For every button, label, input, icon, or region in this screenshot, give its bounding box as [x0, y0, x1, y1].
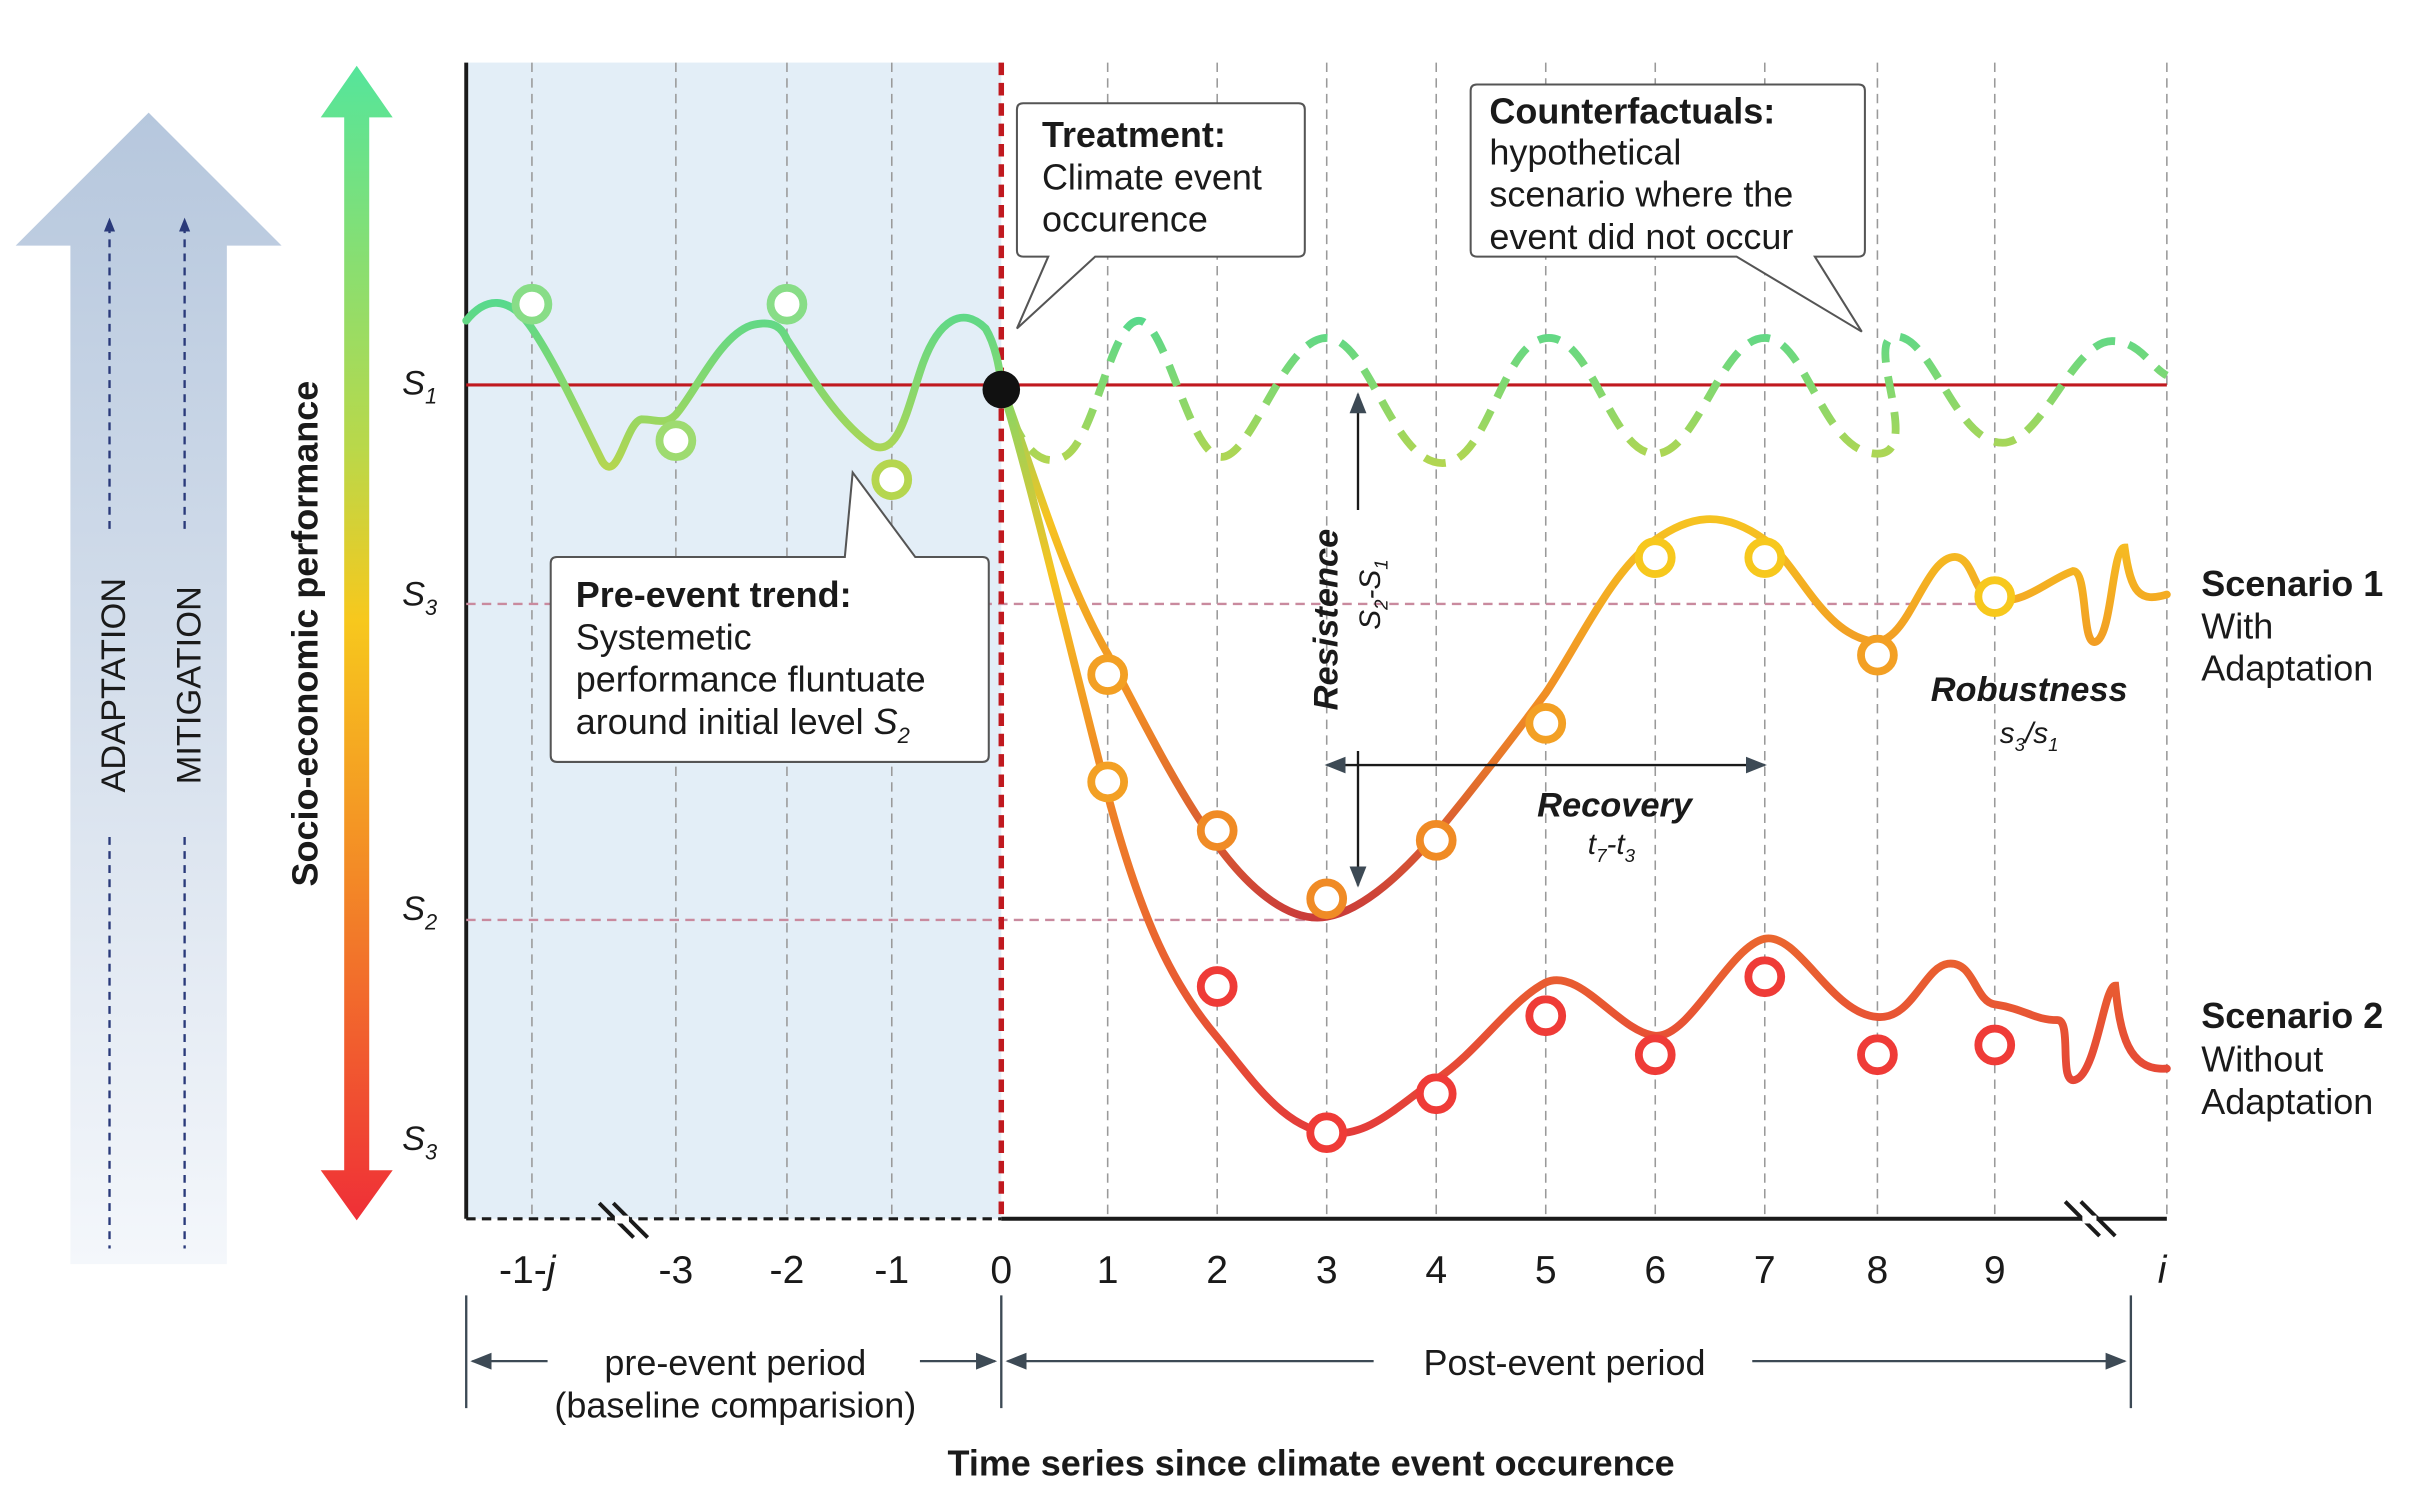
- robustness-label: Robustness: [1931, 671, 2128, 709]
- axis-break-left: [597, 1201, 650, 1239]
- s1-marker: [1974, 576, 2016, 617]
- x-tick-label: 9: [1984, 1249, 2006, 1292]
- scenario1-title: Scenario 1: [2201, 563, 2383, 604]
- performance-gradient-arrow: [320, 65, 393, 1221]
- pre-marker: [511, 283, 553, 325]
- pre-event-line2: performance fluntuate: [576, 659, 926, 700]
- recovery-label: Recovery: [1537, 787, 1694, 825]
- pre-event-callout: Pre-event trend: Systemetic performance …: [549, 469, 990, 763]
- level-label-top: S1: [402, 364, 437, 408]
- s2-marker: [1525, 995, 1567, 1037]
- pre-marker: [766, 283, 808, 325]
- x-tick-label: -2: [770, 1249, 805, 1292]
- counterfactuals-line3: event did not occur: [1489, 216, 1793, 257]
- x-axis-title: Time series since climate event occurenc…: [948, 1442, 1675, 1483]
- pre-marker: [655, 420, 697, 462]
- x-tick-label: 6: [1644, 1249, 1666, 1292]
- counterfactual-curve: [997, 316, 2169, 468]
- scenario1-line2: Adaptation: [2201, 648, 2373, 689]
- level-label-bottom: S3: [402, 1120, 437, 1164]
- recovery-annotation: Recovery t7-t3: [1324, 756, 1767, 866]
- x-tick-label: -3: [658, 1249, 693, 1292]
- x-tick-label: 2: [1206, 1249, 1228, 1292]
- x-tick-label: 1: [1097, 1249, 1119, 1292]
- pre-event-line3: around initial level S2: [576, 701, 910, 748]
- mitigation-label: MITIGATION: [170, 586, 208, 784]
- resistance-annotation: Resistence S2-S1: [1308, 392, 1392, 888]
- counterfactuals-callout: Counterfactuals: hypothetical scenario w…: [1469, 83, 1866, 333]
- x-tick-label: -1: [874, 1249, 909, 1292]
- s1-marker: [1857, 634, 1898, 676]
- s2-marker: [1196, 966, 1238, 1007]
- scenario2-label: Scenario 2 Without Adaptation: [2201, 995, 2383, 1122]
- scenario1-curve: [997, 380, 2171, 922]
- s1-marker: [1634, 537, 1676, 578]
- pre-period-label: pre-event period: [604, 1342, 866, 1383]
- s1-marker: [1525, 703, 1567, 744]
- event-point: [982, 370, 1021, 409]
- treatment-title: Treatment:: [1042, 114, 1226, 155]
- adaptation-mitigation-arrow: ADAPTATION MITIGATION: [15, 112, 282, 1265]
- scenario2-line1: Without: [2201, 1039, 2323, 1080]
- level-label-lower: S2: [402, 890, 437, 934]
- x-tick-label: 4: [1425, 1249, 1447, 1292]
- robustness-formula: s3/s1: [2000, 717, 2059, 755]
- level-label-upper: S3: [402, 575, 437, 619]
- axis-break-right: [2063, 1200, 2117, 1238]
- s2-marker: [1415, 1073, 1457, 1115]
- counterfactuals-line1: hypothetical: [1489, 131, 1681, 172]
- scenario2-curve: [997, 380, 2171, 1138]
- x-tick-label: 7: [1754, 1249, 1776, 1292]
- s1-marker: [1306, 878, 1348, 920]
- post-period-label: Post-event period: [1424, 1342, 1706, 1383]
- x-tick-labels: -1-j -3 -2 -1 0 1 2 3 4 5 6 7 8 9 i: [499, 1249, 2168, 1292]
- s2-marker: [1306, 1112, 1348, 1154]
- resistance-formula: S2-S1: [1354, 559, 1392, 629]
- pre-event-title: Pre-event trend:: [576, 574, 852, 615]
- s2-marker: [1087, 761, 1129, 803]
- s2-marker: [1634, 1034, 1676, 1076]
- treatment-line1: Climate event: [1042, 156, 1262, 197]
- x-tick-label: -1-j: [499, 1249, 557, 1292]
- pre-event-curve: [462, 299, 1006, 471]
- scenario1-label: Scenario 1 With Adaptation: [2201, 563, 2383, 688]
- resistance-label: Resistence: [1308, 529, 1346, 711]
- s1-marker: [1087, 654, 1129, 695]
- s1-marker: [1415, 819, 1457, 861]
- x-tick-label: 5: [1535, 1249, 1557, 1292]
- s2-marker: [1744, 956, 1786, 998]
- s1-marker: [1196, 810, 1238, 851]
- pre-event-line1: Systemetic: [576, 616, 752, 657]
- data-markers: [511, 283, 2016, 1154]
- scenario1-line1: With: [2201, 605, 2273, 646]
- counterfactuals-title: Counterfactuals:: [1489, 91, 1775, 132]
- period-brackets: [465, 1295, 2133, 1409]
- treatment-line2: occurence: [1042, 199, 1208, 240]
- x-tick-label: 8: [1867, 1249, 1889, 1292]
- adaptation-label: ADAPTATION: [95, 578, 133, 793]
- scenario2-line2: Adaptation: [2201, 1081, 2373, 1122]
- s2-marker: [1857, 1034, 1898, 1076]
- counterfactuals-line2: scenario where the: [1489, 174, 1793, 215]
- scenario2-title: Scenario 2: [2201, 995, 2383, 1036]
- treatment-callout: Treatment: Climate event occurence: [1015, 102, 1306, 330]
- recovery-formula: t7-t3: [1588, 828, 1636, 866]
- s1-marker: [1744, 537, 1786, 578]
- s2-marker: [1974, 1024, 2016, 1066]
- x-tick-label: 3: [1316, 1249, 1338, 1292]
- x-tick-label: i: [2158, 1249, 2168, 1292]
- pre-marker: [871, 459, 913, 501]
- pre-period-sublabel: (baseline comparision): [554, 1384, 916, 1425]
- y-axis-title: Socio-economic performance: [285, 381, 326, 887]
- x-tick-label: 0: [990, 1249, 1012, 1292]
